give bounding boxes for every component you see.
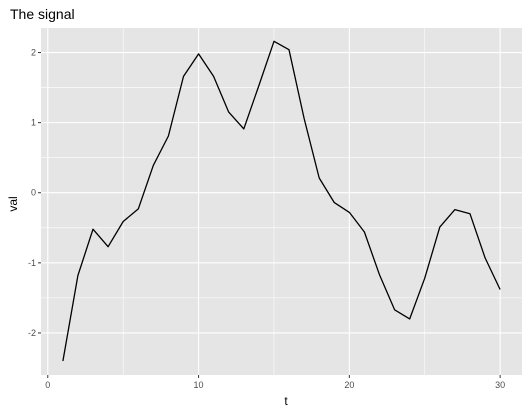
x-tick-label: 0 xyxy=(45,380,50,390)
signal-line xyxy=(62,40,501,362)
major-gridlines xyxy=(41,28,522,375)
plot-panel xyxy=(41,28,522,375)
minor-gridlines xyxy=(41,28,522,375)
y-tick-label: 0 xyxy=(31,188,36,198)
y-tick-label: -2 xyxy=(28,328,36,338)
y-tick-label: 1 xyxy=(31,118,36,128)
y-tick-label: -1 xyxy=(28,258,36,268)
x-tick-label: 10 xyxy=(194,380,204,390)
chart-title: The signal xyxy=(10,6,75,22)
y-axis-label: val xyxy=(6,196,20,211)
x-tick-label: 30 xyxy=(495,380,505,390)
y-tick-label: 2 xyxy=(31,48,36,58)
x-axis-label: t xyxy=(284,394,288,408)
x-axis-ticks: 0 10 20 30 xyxy=(45,375,505,390)
y-axis-ticks: -2 -1 0 1 2 xyxy=(28,48,41,338)
x-tick-label: 20 xyxy=(344,380,354,390)
